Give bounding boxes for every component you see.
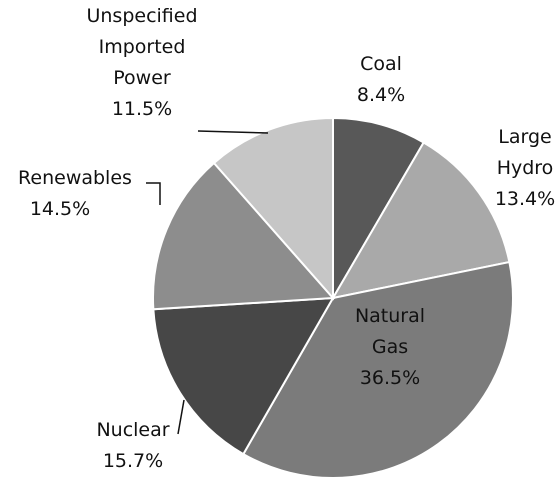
category-label: Large Hydro	[497, 126, 554, 179]
value-label: 15.7%	[103, 450, 163, 472]
label-line: Nuclear	[96, 419, 169, 441]
pie-slice	[332, 116, 426, 302]
pie-slice	[152, 161, 336, 311]
pie-slice	[241, 260, 514, 479]
value-label: 13.4%	[495, 188, 555, 210]
category-label: Natural Gas	[355, 305, 425, 358]
pie-slice	[331, 141, 511, 300]
leader-line	[146, 182, 161, 205]
label-line: Gas	[372, 336, 408, 358]
label-line: Renewables	[18, 167, 132, 189]
category-label: Unspecified Imported Power	[86, 5, 197, 89]
value-label: 14.5%	[30, 198, 90, 220]
pie	[152, 116, 514, 479]
label-line: Natural	[355, 305, 425, 327]
value-label: 8.4%	[357, 84, 405, 106]
label-line: Imported	[99, 36, 186, 58]
label-line: Unspecified	[86, 5, 197, 27]
pie-slice	[152, 296, 335, 456]
label-line: Hydro	[497, 157, 554, 179]
leader-line	[197, 130, 269, 134]
category-label: Renewables	[18, 167, 132, 189]
label-line: Power	[113, 67, 171, 89]
category-label: Coal	[360, 53, 402, 75]
label-line: Large	[498, 126, 551, 148]
value-label: 36.5%	[360, 367, 420, 389]
labels: Coal 8.4% Large Hydro 13.4% Natural Gas 36.5% Nu…	[18, 5, 555, 472]
pie-slice	[212, 116, 334, 301]
leader-line	[177, 399, 185, 435]
label-line: Coal	[360, 53, 402, 75]
category-label: Nuclear	[96, 419, 169, 441]
value-label: 11.5%	[112, 98, 172, 120]
